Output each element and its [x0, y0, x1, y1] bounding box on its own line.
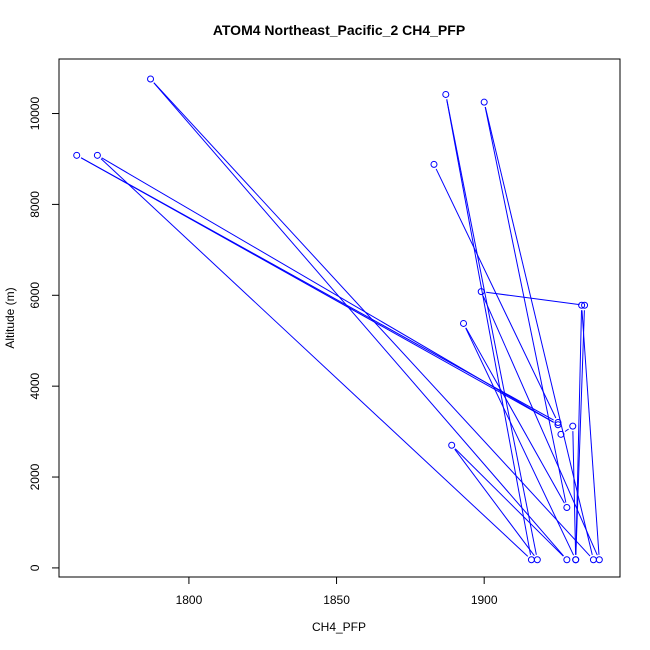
data-point [563, 503, 571, 511]
series-line-segment [482, 296, 598, 556]
data-point [442, 90, 450, 98]
y-tick-label: 10000 [28, 97, 42, 131]
data-point [581, 301, 589, 309]
series-line-segment [454, 448, 564, 557]
x-tick-label: 1850 [323, 593, 350, 607]
data-point [595, 556, 603, 564]
data-point [477, 288, 485, 296]
series-line-segment [581, 310, 600, 555]
data-point [73, 151, 81, 159]
data-point [527, 556, 535, 564]
data-point [557, 430, 565, 438]
series-line-segment [100, 158, 529, 557]
data-point [448, 441, 456, 449]
data-point [563, 556, 571, 564]
data-point [589, 556, 597, 564]
series-line-segment [454, 448, 535, 557]
series-line-segment [486, 291, 580, 306]
series-line-segment [101, 157, 554, 423]
data-point [460, 319, 468, 327]
series-line-segment [465, 327, 565, 504]
y-tick-label: 2000 [28, 463, 42, 490]
data-point [569, 422, 577, 430]
series-line-segment [575, 310, 582, 555]
series-line-segment [446, 99, 532, 555]
data-point [430, 160, 438, 168]
series-line-segment [465, 327, 575, 556]
x-axis-label: CH4_PFP [312, 620, 366, 634]
series-line-segment [446, 99, 537, 555]
y-axis: 0 2000 4000 6000 8000 10000 [28, 97, 60, 571]
y-tick-label: 0 [28, 564, 42, 571]
x-tick-label: 1900 [471, 593, 498, 607]
data-point [147, 75, 155, 83]
x-tick-label: 1800 [176, 593, 203, 607]
y-tick-label: 6000 [28, 282, 42, 309]
data-point [554, 419, 562, 427]
y-axis-label: Altitude (m) [3, 287, 17, 348]
data-point [578, 301, 586, 309]
data-point [480, 98, 488, 106]
series-line-segment [575, 310, 585, 555]
y-tick-label: 8000 [28, 191, 42, 218]
series-line-segment [153, 82, 564, 557]
data-point [554, 421, 562, 429]
data-point [533, 556, 541, 564]
series-line-segment [484, 106, 567, 503]
x-axis: 1800 1850 1900 [176, 576, 498, 607]
series-line-segment [484, 106, 593, 555]
series-line-segment [80, 157, 554, 423]
y-tick-label: 4000 [28, 372, 42, 399]
series-line-segment [153, 82, 591, 557]
data-point [93, 151, 101, 159]
series-line-segment [564, 428, 569, 432]
chart-title: ATOM4 Northeast_Pacific_2 CH4_PFP [213, 22, 465, 38]
data-point [572, 556, 580, 564]
series-layer [73, 75, 603, 564]
series-line-segment [572, 431, 577, 555]
